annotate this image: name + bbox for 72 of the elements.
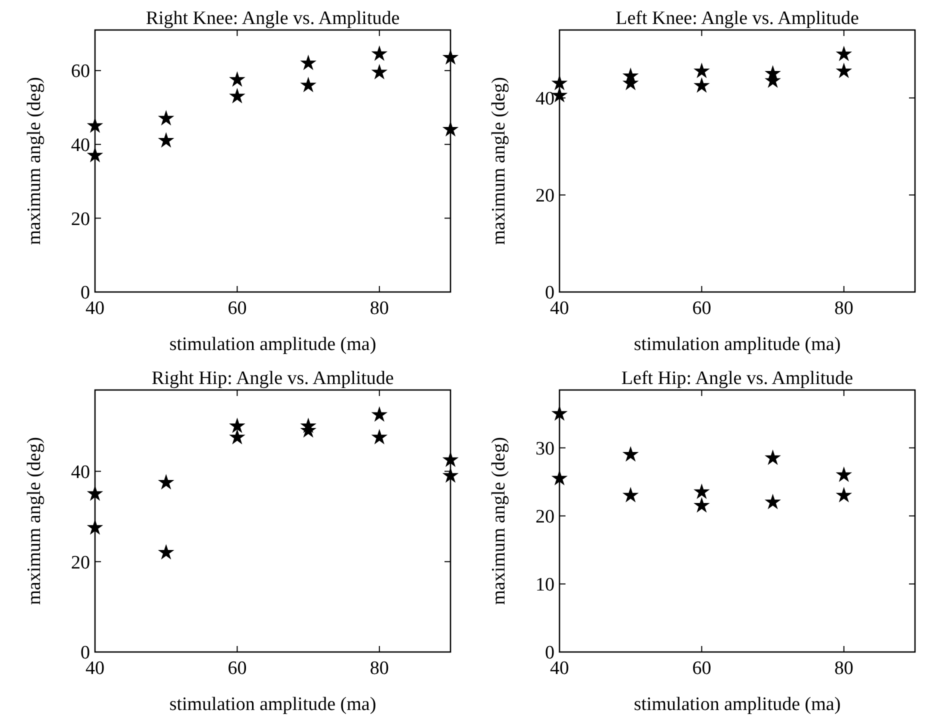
y-axis-title: maximum angle (deg) xyxy=(24,437,45,605)
point xyxy=(766,451,780,464)
x-axis-title: stimulation amplitude (ma) xyxy=(634,694,841,715)
point xyxy=(837,468,850,481)
y-axis-title: maximum angle (deg) xyxy=(488,437,510,605)
y-axis-title: maximum angle (deg) xyxy=(24,77,45,245)
chart-title: Right Hip: Angle vs. Amplitude xyxy=(152,368,394,389)
x-axis-title: stimulation amplitude (ma) xyxy=(169,694,376,715)
point xyxy=(553,407,566,420)
point xyxy=(372,408,386,420)
x-tick-label: 60 xyxy=(228,658,247,679)
x-tick-label: 60 xyxy=(228,298,247,319)
point xyxy=(160,476,173,488)
x-axis-title: stimulation amplitude (ma) xyxy=(634,334,841,355)
point xyxy=(695,64,708,77)
y-tick-label: 10 xyxy=(536,574,554,596)
point xyxy=(695,498,708,512)
point xyxy=(553,76,566,89)
x-tick-label: 80 xyxy=(370,658,389,679)
point xyxy=(230,90,244,102)
point xyxy=(837,64,850,77)
y-tick-label: 0 xyxy=(80,282,90,304)
y-tick-label: 0 xyxy=(545,282,554,304)
y-axis-title: maximum angle (deg) xyxy=(488,77,510,245)
point xyxy=(766,496,780,508)
point xyxy=(837,47,850,60)
x-tick-label: 80 xyxy=(834,658,854,679)
y-tick-label: 20 xyxy=(71,552,90,574)
point xyxy=(837,488,850,502)
y-tick-label: 40 xyxy=(71,462,90,483)
point xyxy=(372,66,386,78)
point xyxy=(230,419,244,432)
point xyxy=(230,430,244,444)
point xyxy=(302,78,315,91)
point xyxy=(88,148,102,162)
point xyxy=(695,485,708,498)
point xyxy=(160,112,173,124)
x-tick-label: 80 xyxy=(834,298,854,319)
y-tick-label: 0 xyxy=(80,642,90,664)
chart-title: Left Knee: Angle vs. Amplitude xyxy=(616,8,859,29)
y-tick-label: 40 xyxy=(536,88,554,110)
point xyxy=(624,488,638,502)
point xyxy=(88,487,102,500)
point xyxy=(553,88,566,102)
y-tick-label: 30 xyxy=(536,438,554,460)
point xyxy=(372,47,386,60)
point xyxy=(160,546,173,558)
y-tick-label: 0 xyxy=(545,642,554,664)
point xyxy=(553,472,566,484)
point xyxy=(88,521,102,534)
point xyxy=(695,79,708,92)
x-tick-label: 80 xyxy=(370,298,389,319)
point xyxy=(624,448,638,460)
y-tick-label: 20 xyxy=(536,186,554,207)
point xyxy=(444,122,457,136)
x-tick-label: 60 xyxy=(692,658,712,679)
point xyxy=(88,119,102,132)
point xyxy=(160,134,173,146)
chart-title: Right Knee: Angle vs. Amplitude xyxy=(146,8,400,29)
point xyxy=(444,50,457,64)
y-tick-label: 20 xyxy=(71,208,90,230)
y-tick-label: 40 xyxy=(71,135,90,156)
chart-title: Left Hip: Angle vs. Amplitude xyxy=(621,368,854,389)
x-tick-label: 60 xyxy=(692,298,712,319)
point xyxy=(230,73,244,86)
y-tick-label: 20 xyxy=(536,506,554,528)
point xyxy=(444,453,457,466)
x-axis-title: stimulation amplitude (ma) xyxy=(169,334,376,355)
point xyxy=(372,430,386,444)
y-tick-label: 60 xyxy=(71,61,90,82)
point xyxy=(444,469,457,482)
point xyxy=(302,56,315,69)
